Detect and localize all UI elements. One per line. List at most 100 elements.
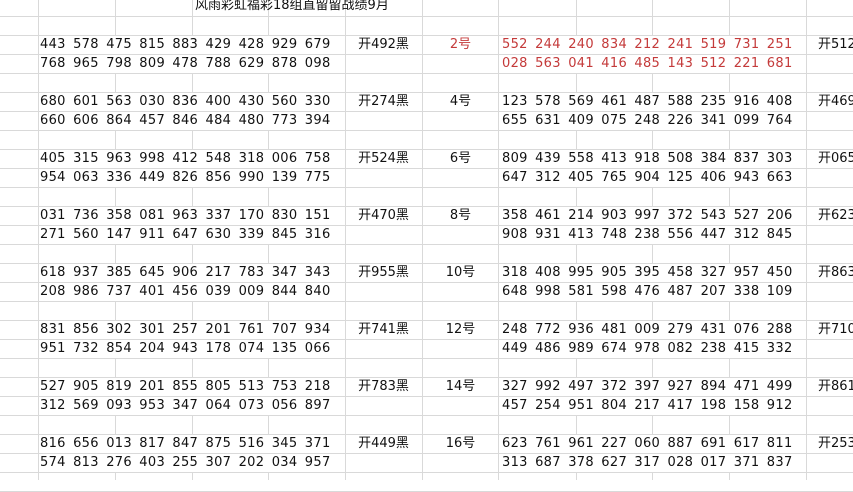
right-number-cell[interactable]: 217 xyxy=(634,397,661,413)
left-number-cell[interactable]: 783 xyxy=(238,264,265,280)
left-number-cell[interactable]: 430 xyxy=(238,93,265,109)
left-number-cell[interactable]: 271 xyxy=(40,226,66,242)
left-number-cell[interactable]: 170 xyxy=(238,207,265,223)
left-number-cell[interactable]: 897 xyxy=(304,397,331,413)
right-number-cell[interactable]: 995 xyxy=(568,264,594,280)
right-number-cell[interactable]: 627 xyxy=(601,454,628,470)
left-number-cell[interactable]: 330 xyxy=(304,93,331,109)
result-cell[interactable]: 开449黑 xyxy=(358,435,409,451)
right-number-cell[interactable]: 543 xyxy=(700,207,727,223)
right-number-cell[interactable]: 372 xyxy=(601,378,628,394)
left-number-cell[interactable]: 347 xyxy=(271,264,298,280)
left-number-cell[interactable]: 400 xyxy=(205,93,232,109)
right-number-cell[interactable]: 358 xyxy=(502,207,528,223)
left-number-cell[interactable]: 819 xyxy=(106,378,132,394)
left-number-cell[interactable]: 312 xyxy=(40,397,66,413)
left-number-cell[interactable]: 030 xyxy=(139,93,166,109)
right-number-cell[interactable]: 212 xyxy=(634,36,661,52)
left-number-cell[interactable]: 201 xyxy=(139,378,166,394)
left-number-cell[interactable]: 847 xyxy=(172,435,199,451)
right-number-cell[interactable]: 372 xyxy=(667,207,694,223)
result-cell[interactable]: 开274黑 xyxy=(358,93,409,109)
left-number-cell[interactable]: 339 xyxy=(238,226,265,242)
right-number-cell[interactable]: 312 xyxy=(535,169,561,185)
left-number-cell[interactable]: 830 xyxy=(271,207,298,223)
right-number-cell[interactable]: 417 xyxy=(667,397,694,413)
right-number-cell[interactable]: 143 xyxy=(667,55,694,71)
group-label-cell[interactable]: 8号 xyxy=(449,207,472,223)
right-number-cell[interactable]: 408 xyxy=(766,93,793,109)
left-number-cell[interactable]: 255 xyxy=(172,454,199,470)
right-number-cell[interactable]: 772 xyxy=(535,321,561,337)
right-number-cell[interactable]: 241 xyxy=(667,36,694,52)
left-number-cell[interactable]: 484 xyxy=(205,112,232,128)
right-number-cell[interactable]: 512 xyxy=(700,55,727,71)
left-number-cell[interactable]: 151 xyxy=(304,207,331,223)
left-number-cell[interactable]: 815 xyxy=(139,36,166,52)
left-number-cell[interactable]: 385 xyxy=(106,264,132,280)
right-number-cell[interactable]: 943 xyxy=(733,169,760,185)
left-number-cell[interactable]: 906 xyxy=(172,264,199,280)
right-number-cell[interactable]: 461 xyxy=(601,93,628,109)
right-number-cell[interactable]: 916 xyxy=(733,93,760,109)
right-number-cell[interactable]: 457 xyxy=(502,397,528,413)
right-number-cell[interactable]: 617 xyxy=(733,435,760,451)
left-number-cell[interactable]: 831 xyxy=(40,321,66,337)
left-number-cell[interactable]: 753 xyxy=(271,378,298,394)
right-number-cell[interactable]: 408 xyxy=(535,264,561,280)
left-number-cell[interactable]: 139 xyxy=(271,169,298,185)
left-number-cell[interactable]: 147 xyxy=(106,226,132,242)
right-number-cell[interactable]: 951 xyxy=(568,397,594,413)
right-number-cell[interactable]: 809 xyxy=(502,150,528,166)
left-number-cell[interactable]: 478 xyxy=(172,55,199,71)
right-number-cell[interactable]: 903 xyxy=(601,207,628,223)
right-number-cell[interactable]: 206 xyxy=(766,207,793,223)
right-number-cell[interactable]: 481 xyxy=(601,321,628,337)
right-number-cell[interactable]: 961 xyxy=(568,435,594,451)
left-number-cell[interactable]: 217 xyxy=(205,264,232,280)
left-number-cell[interactable]: 660 xyxy=(40,112,66,128)
left-number-cell[interactable]: 934 xyxy=(304,321,331,337)
right-number-cell[interactable]: 397 xyxy=(634,378,661,394)
left-number-cell[interactable]: 318 xyxy=(238,150,265,166)
right-number-cell[interactable]: 384 xyxy=(700,150,727,166)
left-number-cell[interactable]: 513 xyxy=(238,378,265,394)
right-number-cell[interactable]: 450 xyxy=(766,264,793,280)
right-number-cell[interactable]: 406 xyxy=(700,169,727,185)
left-number-cell[interactable]: 963 xyxy=(106,150,132,166)
right-number-cell[interactable]: 226 xyxy=(667,112,694,128)
left-number-cell[interactable]: 456 xyxy=(172,283,199,299)
group-label-cell[interactable]: 2号 xyxy=(449,36,472,52)
right-number-cell[interactable]: 687 xyxy=(535,454,561,470)
right-number-cell[interactable]: 912 xyxy=(766,397,793,413)
right-number-cell[interactable]: 125 xyxy=(667,169,694,185)
right-number-cell[interactable]: 487 xyxy=(634,93,661,109)
right-number-cell[interactable]: 041 xyxy=(568,55,594,71)
left-number-cell[interactable]: 073 xyxy=(238,397,265,413)
left-number-cell[interactable]: 817 xyxy=(139,435,166,451)
right-number-cell[interactable]: 378 xyxy=(568,454,594,470)
left-number-cell[interactable]: 063 xyxy=(73,169,99,185)
left-number-cell[interactable]: 736 xyxy=(73,207,99,223)
left-number-cell[interactable]: 316 xyxy=(304,226,331,242)
left-number-cell[interactable]: 218 xyxy=(304,378,331,394)
right-number-cell[interactable]: 997 xyxy=(634,207,661,223)
left-number-cell[interactable]: 336 xyxy=(106,169,132,185)
right-number-cell[interactable]: 581 xyxy=(568,283,594,299)
left-number-cell[interactable]: 516 xyxy=(238,435,265,451)
right-number-cell[interactable]: 527 xyxy=(733,207,760,223)
right-number-cell[interactable]: 663 xyxy=(766,169,793,185)
right-number-cell[interactable]: 992 xyxy=(535,378,561,394)
left-number-cell[interactable]: 034 xyxy=(271,454,298,470)
left-number-cell[interactable]: 013 xyxy=(106,435,132,451)
right-number-cell[interactable]: 313 xyxy=(502,454,528,470)
left-number-cell[interactable]: 208 xyxy=(40,283,66,299)
right-number-cell[interactable]: 894 xyxy=(700,378,727,394)
right-number-cell[interactable]: 834 xyxy=(601,36,628,52)
left-number-cell[interactable]: 645 xyxy=(139,264,166,280)
left-number-cell[interactable]: 081 xyxy=(139,207,166,223)
right-number-cell[interactable]: 288 xyxy=(766,321,793,337)
right-number-cell[interactable]: 837 xyxy=(733,150,760,166)
right-number-cell[interactable]: 578 xyxy=(535,93,561,109)
right-number-cell[interactable]: 312 xyxy=(733,226,760,242)
